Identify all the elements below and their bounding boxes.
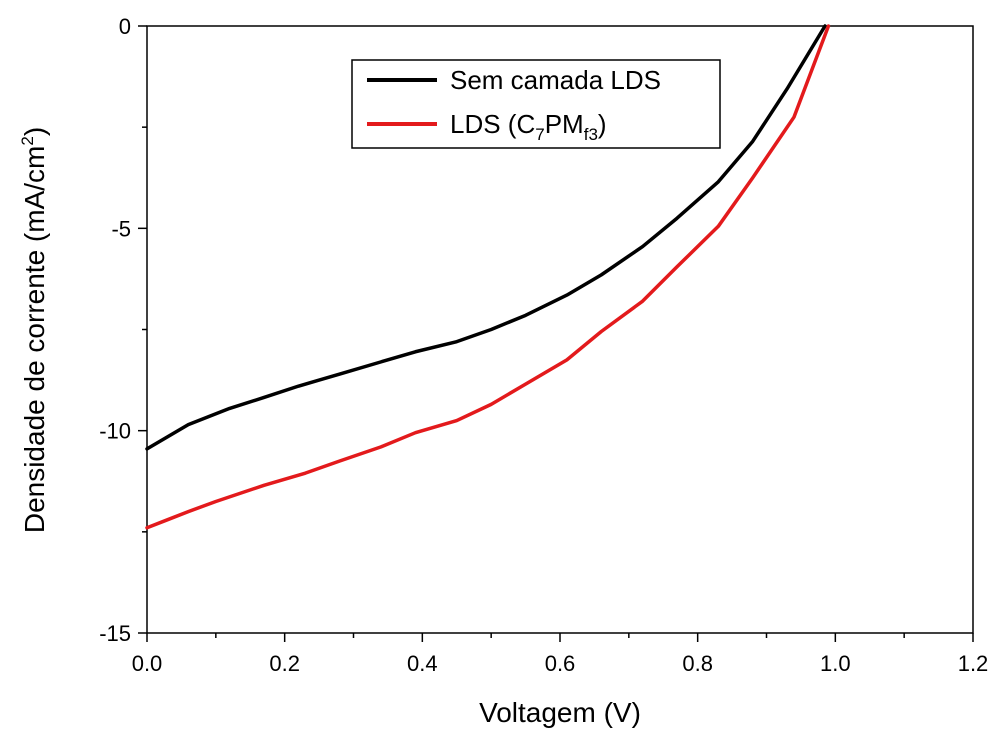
y-tick-label: -15	[99, 621, 131, 646]
legend-red-sub2: f3	[584, 125, 598, 144]
legend-red-close: )	[598, 109, 607, 139]
series-line-0	[145, 24, 827, 451]
x-tick-label: 1.2	[958, 651, 989, 676]
x-tick-label: 0.8	[682, 651, 713, 676]
y-axis-title-main: Densidade de corrente (mA/cm	[19, 146, 50, 534]
x-axis-ticks: 0.0 0.2 0.4 0.6 0.8 1.0 1.2	[132, 633, 989, 676]
x-tick-label: 1.0	[820, 651, 851, 676]
y-axis-title-sup: 2	[18, 136, 37, 145]
y-axis-ticks: 0 -5 -10 -15	[99, 14, 147, 646]
legend-red-sub1: 7	[535, 125, 544, 144]
legend-label-black: Sem camada LDS	[450, 65, 661, 95]
x-axis-title: Voltagem (V)	[479, 697, 641, 728]
x-tick-label: 0.4	[407, 651, 438, 676]
series-layer	[145, 24, 831, 530]
y-tick-label: -5	[111, 216, 131, 241]
x-tick-label: 0.0	[132, 651, 163, 676]
y-tick-label: -10	[99, 419, 131, 444]
x-tick-label: 0.6	[545, 651, 576, 676]
legend-box	[351, 59, 721, 149]
series-line-1	[145, 24, 831, 530]
legend-red-mid: PM	[545, 109, 584, 139]
y-tick-label: 0	[119, 14, 131, 39]
y-axis-title-close: )	[19, 127, 50, 136]
legend: Sem camada LDS LDS (C7PMf3)	[351, 59, 721, 149]
legend-label-red: LDS (C7PMf3)	[450, 109, 607, 144]
legend-red-base: LDS (C	[450, 109, 535, 139]
x-tick-label: 0.2	[269, 651, 300, 676]
y-axis-title: Densidade de corrente (mA/cm2)	[18, 127, 50, 533]
